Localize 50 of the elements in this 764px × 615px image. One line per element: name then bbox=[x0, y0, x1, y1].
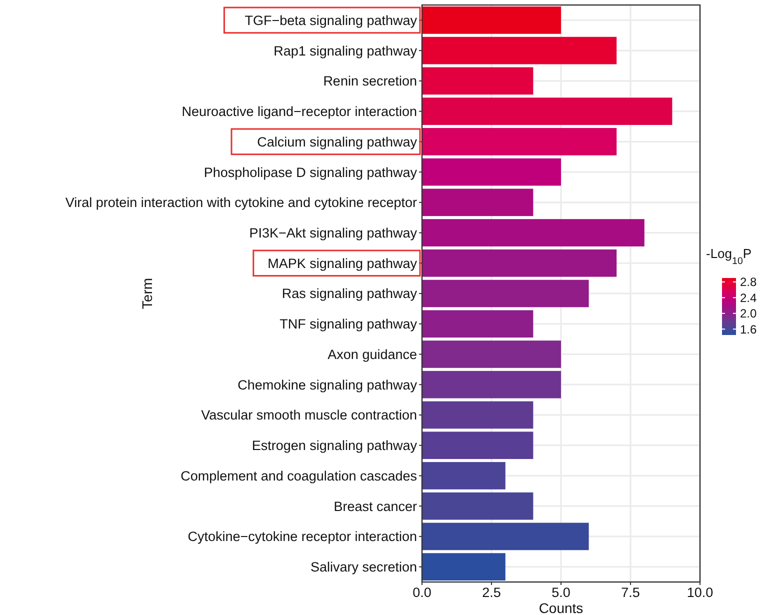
y-tick-label: MAPK signaling pathway bbox=[268, 256, 418, 271]
bar bbox=[422, 370, 561, 398]
bar bbox=[422, 280, 589, 308]
x-axis-title: Counts bbox=[538, 600, 584, 615]
bar bbox=[422, 188, 534, 216]
y-tick-label: Phospholipase D signaling pathway bbox=[204, 164, 418, 180]
bar bbox=[422, 310, 534, 338]
y-tick-label: Chemokine signaling pathway bbox=[238, 377, 418, 392]
bar bbox=[422, 219, 644, 246]
bar bbox=[422, 6, 561, 34]
y-tick-label: Viral protein interaction with cytokine and cytokine receptor bbox=[65, 195, 418, 210]
legend-title: -Log$_{10}$P bbox=[706, 246, 752, 266]
y-tick-label: Rap1 signaling pathway bbox=[274, 43, 418, 58]
y-tick-label: TNF signaling pathway bbox=[280, 316, 418, 332]
x-tick-label: 2.5 bbox=[482, 585, 501, 600]
y-tick-label: Vascular smooth muscle contraction bbox=[201, 408, 417, 423]
y-tick-label: Calcium signaling pathway bbox=[257, 134, 418, 150]
bar bbox=[422, 553, 506, 580]
y-tick-label: Breast cancer bbox=[334, 498, 418, 514]
bar bbox=[422, 522, 589, 550]
bar bbox=[422, 158, 561, 186]
bar bbox=[422, 432, 534, 460]
bar bbox=[422, 340, 561, 368]
x-tick-label: 7.5 bbox=[621, 585, 640, 600]
bar bbox=[422, 67, 534, 95]
y-tick-label: PI3K−Akt signaling pathway bbox=[249, 225, 418, 240]
y-tick-label: Axon guidance bbox=[328, 346, 417, 362]
y-tick-label: Estrogen signaling pathway bbox=[252, 438, 418, 454]
x-tick-label: 0.0 bbox=[412, 585, 432, 600]
bar bbox=[422, 249, 617, 277]
color-bar-label: 1.6 bbox=[740, 322, 758, 336]
bar bbox=[422, 462, 506, 490]
y-tick-label: Salivary secretion bbox=[310, 560, 417, 575]
y-tick-label: Cytokine−cytokine receptor interaction bbox=[188, 529, 417, 544]
y-tick-label: Renin secretion bbox=[323, 74, 417, 89]
y-axis-title: Term bbox=[139, 278, 155, 310]
color-bar-label: 2.8 bbox=[740, 275, 758, 290]
bar bbox=[422, 36, 617, 64]
bar bbox=[422, 492, 534, 520]
color-bar-label: 2.0 bbox=[740, 306, 758, 321]
bar bbox=[422, 128, 617, 156]
y-tick-label: TGF−beta signaling pathway bbox=[244, 12, 418, 28]
x-tick-label: 10.0 bbox=[686, 585, 714, 600]
y-tick-label: Complement and coagulation cascades bbox=[180, 468, 418, 484]
y-tick-label: Ras signaling pathway bbox=[282, 286, 418, 302]
bar bbox=[422, 98, 672, 125]
color-bar-label: 2.4 bbox=[740, 290, 758, 305]
bar bbox=[422, 401, 534, 429]
y-tick-label: Neuroactive ligand−receptor interaction bbox=[182, 104, 417, 120]
x-tick-label: 5.0 bbox=[552, 585, 570, 600]
